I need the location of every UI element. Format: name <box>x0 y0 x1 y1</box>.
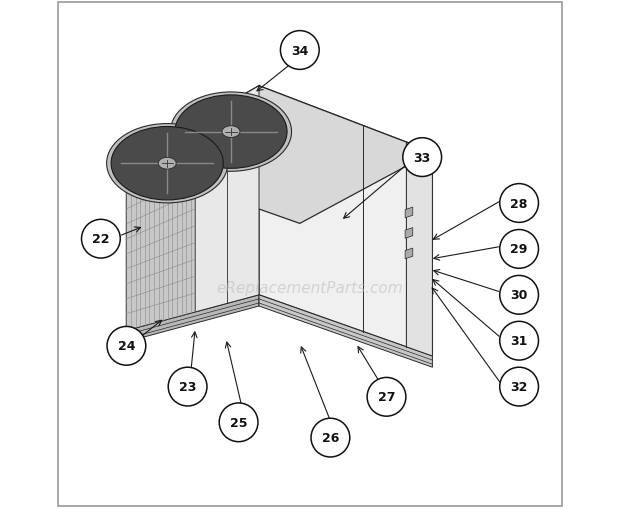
Circle shape <box>500 230 539 269</box>
Text: 34: 34 <box>291 44 309 58</box>
Text: 27: 27 <box>378 390 396 404</box>
Text: eReplacementParts.com: eReplacementParts.com <box>216 280 404 295</box>
Ellipse shape <box>111 127 223 201</box>
Circle shape <box>500 367 539 406</box>
Text: 23: 23 <box>179 380 197 393</box>
Circle shape <box>81 220 120 259</box>
Text: 22: 22 <box>92 233 110 246</box>
Circle shape <box>280 32 319 70</box>
Text: 29: 29 <box>510 243 528 256</box>
Text: 26: 26 <box>322 431 339 444</box>
Circle shape <box>219 403 258 442</box>
Polygon shape <box>126 87 432 224</box>
Circle shape <box>168 367 207 406</box>
Circle shape <box>500 276 539 315</box>
Ellipse shape <box>107 124 228 204</box>
Polygon shape <box>126 87 259 331</box>
Polygon shape <box>195 87 259 313</box>
Polygon shape <box>405 248 413 259</box>
Circle shape <box>107 327 146 365</box>
Circle shape <box>500 184 539 223</box>
Ellipse shape <box>158 158 176 170</box>
Text: 28: 28 <box>510 197 528 210</box>
Ellipse shape <box>222 126 240 138</box>
Text: 30: 30 <box>510 289 528 302</box>
Polygon shape <box>259 87 432 356</box>
Ellipse shape <box>170 93 291 172</box>
Polygon shape <box>405 228 413 239</box>
Text: 24: 24 <box>118 340 135 353</box>
Circle shape <box>500 322 539 360</box>
Circle shape <box>311 418 350 457</box>
Text: 32: 32 <box>510 380 528 393</box>
Polygon shape <box>126 123 195 331</box>
Ellipse shape <box>175 96 287 169</box>
Polygon shape <box>259 295 432 367</box>
Text: 25: 25 <box>230 416 247 429</box>
Polygon shape <box>405 208 413 218</box>
Circle shape <box>403 138 441 177</box>
Polygon shape <box>126 295 259 342</box>
Text: 33: 33 <box>414 151 431 164</box>
Circle shape <box>367 378 406 416</box>
Polygon shape <box>406 143 432 356</box>
Text: 31: 31 <box>510 334 528 348</box>
